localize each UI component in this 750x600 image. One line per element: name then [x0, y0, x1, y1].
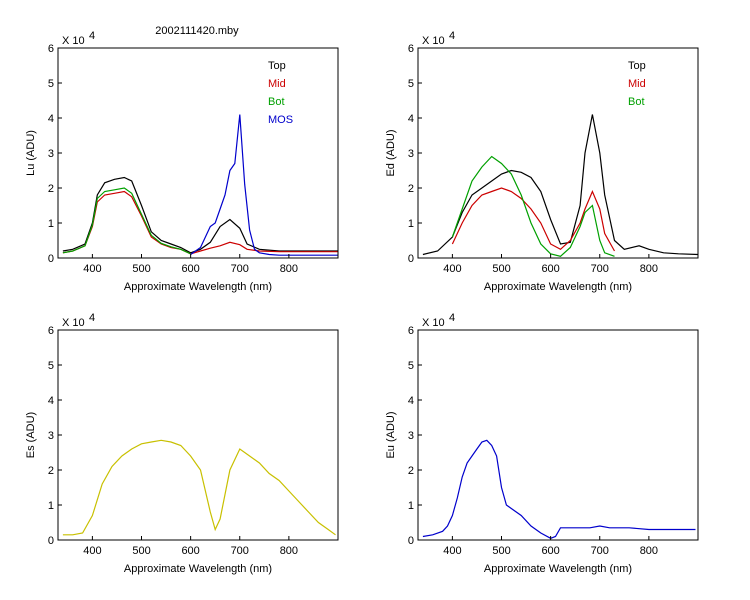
series-line-mos — [190, 114, 338, 256]
y-tick-label: 5 — [48, 78, 54, 90]
exponent-superscript: 4 — [449, 312, 455, 324]
exponent-superscript: 4 — [89, 30, 95, 42]
x-tick-label: 800 — [640, 545, 658, 557]
x-tick-label: 600 — [541, 263, 559, 275]
exponent-label: X 10 — [62, 35, 85, 47]
x-tick-label: 400 — [83, 263, 101, 275]
x-tick-label: 800 — [640, 263, 658, 275]
series-line-top — [422, 114, 698, 256]
legend-mos: MOS — [268, 114, 293, 126]
x-tick-label: 700 — [591, 545, 609, 557]
y-tick-label: 3 — [408, 430, 414, 442]
series-line-es — [62, 439, 336, 536]
y-tick-label: 3 — [48, 430, 54, 442]
x-tick-label: 400 — [83, 545, 101, 557]
plot-frame — [57, 47, 339, 259]
y-tick-label: 3 — [408, 148, 414, 160]
exponent-superscript: 4 — [449, 30, 455, 42]
y-tick-label: 1 — [408, 218, 414, 230]
x-tick-label: 600 — [181, 263, 199, 275]
y-tick-label: 5 — [408, 360, 414, 372]
chart-es: 0 1 2 3 4 5 6 400 500 600 700 800 X 10 4 Approximate W… — [25, 312, 339, 575]
exponent-label: X 10 — [422, 317, 445, 329]
plot-frame — [57, 329, 339, 541]
chart-ed: 0 1 2 3 4 5 6 400 500 600 700 800 X 10 4 Approximate W… — [385, 30, 699, 293]
x-tick-label: 500 — [492, 263, 510, 275]
exponent-label: X 10 — [422, 35, 445, 47]
x-tick-label: 500 — [132, 545, 150, 557]
series-line-mid — [451, 187, 616, 252]
x-axis-label: Approximate Wavelength (nm) — [124, 563, 272, 575]
y-tick-label: 0 — [408, 253, 414, 265]
y-tick-label: 1 — [48, 500, 54, 512]
x-tick-label: 600 — [541, 545, 559, 557]
series-line-top — [62, 176, 338, 254]
y-tick-label: 4 — [48, 395, 54, 407]
legend-mid: Mid — [268, 78, 286, 90]
y-tick-label: 4 — [408, 395, 414, 407]
x-axis-label: Approximate Wavelength (nm) — [484, 563, 632, 575]
x-tick-label: 400 — [443, 263, 461, 275]
series-line-eu — [422, 439, 696, 539]
chart-lu: 0 1 2 3 4 5 6 400 500 600 700 800 X 10 4 Approximate W… — [25, 30, 339, 293]
x-tick-label: 500 — [492, 545, 510, 557]
series-line-bot — [451, 155, 615, 257]
y-tick-label: 1 — [408, 500, 414, 512]
series-line-bot — [62, 187, 191, 255]
exponent-superscript: 4 — [89, 312, 95, 324]
y-tick-label: 4 — [408, 113, 414, 125]
x-tick-label: 500 — [132, 263, 150, 275]
legend-bot: Bot — [628, 96, 645, 108]
x-axis-label: Approximate Wavelength (nm) — [124, 281, 272, 293]
figure-title: 2002111420.mby — [155, 25, 239, 37]
y-tick-label: 2 — [408, 183, 414, 195]
y-axis-label: Ed (ADU) — [385, 129, 397, 176]
y-axis-label: Lu (ADU) — [25, 130, 37, 176]
y-tick-label: 4 — [48, 113, 54, 125]
y-tick-label: 1 — [48, 218, 54, 230]
legend-bot: Bot — [268, 96, 285, 108]
y-tick-label: 2 — [48, 183, 54, 195]
y-tick-label: 0 — [48, 535, 54, 547]
y-tick-label: 5 — [48, 360, 54, 372]
y-tick-label: 6 — [48, 325, 54, 337]
y-tick-label: 6 — [48, 43, 54, 55]
x-tick-label: 700 — [591, 263, 609, 275]
y-tick-label: 6 — [408, 43, 414, 55]
x-axis-label: Approximate Wavelength (nm) — [484, 281, 632, 293]
plot-frame — [417, 329, 699, 541]
x-tick-label: 800 — [280, 545, 298, 557]
y-axis-label: Eu (ADU) — [385, 411, 397, 458]
chart-eu: 0 1 2 3 4 5 6 400 500 600 700 800 X 10 4 Approximate W… — [385, 312, 699, 575]
y-tick-label: 6 — [408, 325, 414, 337]
y-tick-label: 5 — [408, 78, 414, 90]
y-tick-label: 0 — [408, 535, 414, 547]
x-tick-label: 600 — [181, 545, 199, 557]
x-tick-label: 700 — [231, 545, 249, 557]
y-tick-label: 2 — [48, 465, 54, 477]
x-tick-label: 700 — [231, 263, 249, 275]
series-line-mid — [62, 190, 338, 255]
y-tick-label: 3 — [48, 148, 54, 160]
legend-mid: Mid — [628, 78, 646, 90]
x-tick-label: 400 — [443, 545, 461, 557]
legend-top: Top — [268, 60, 286, 72]
exponent-label: X 10 — [62, 317, 85, 329]
y-axis-label: Es (ADU) — [25, 412, 37, 458]
x-tick-label: 800 — [280, 263, 298, 275]
y-tick-label: 2 — [408, 465, 414, 477]
legend-top: Top — [628, 60, 646, 72]
y-tick-label: 0 — [48, 253, 54, 265]
